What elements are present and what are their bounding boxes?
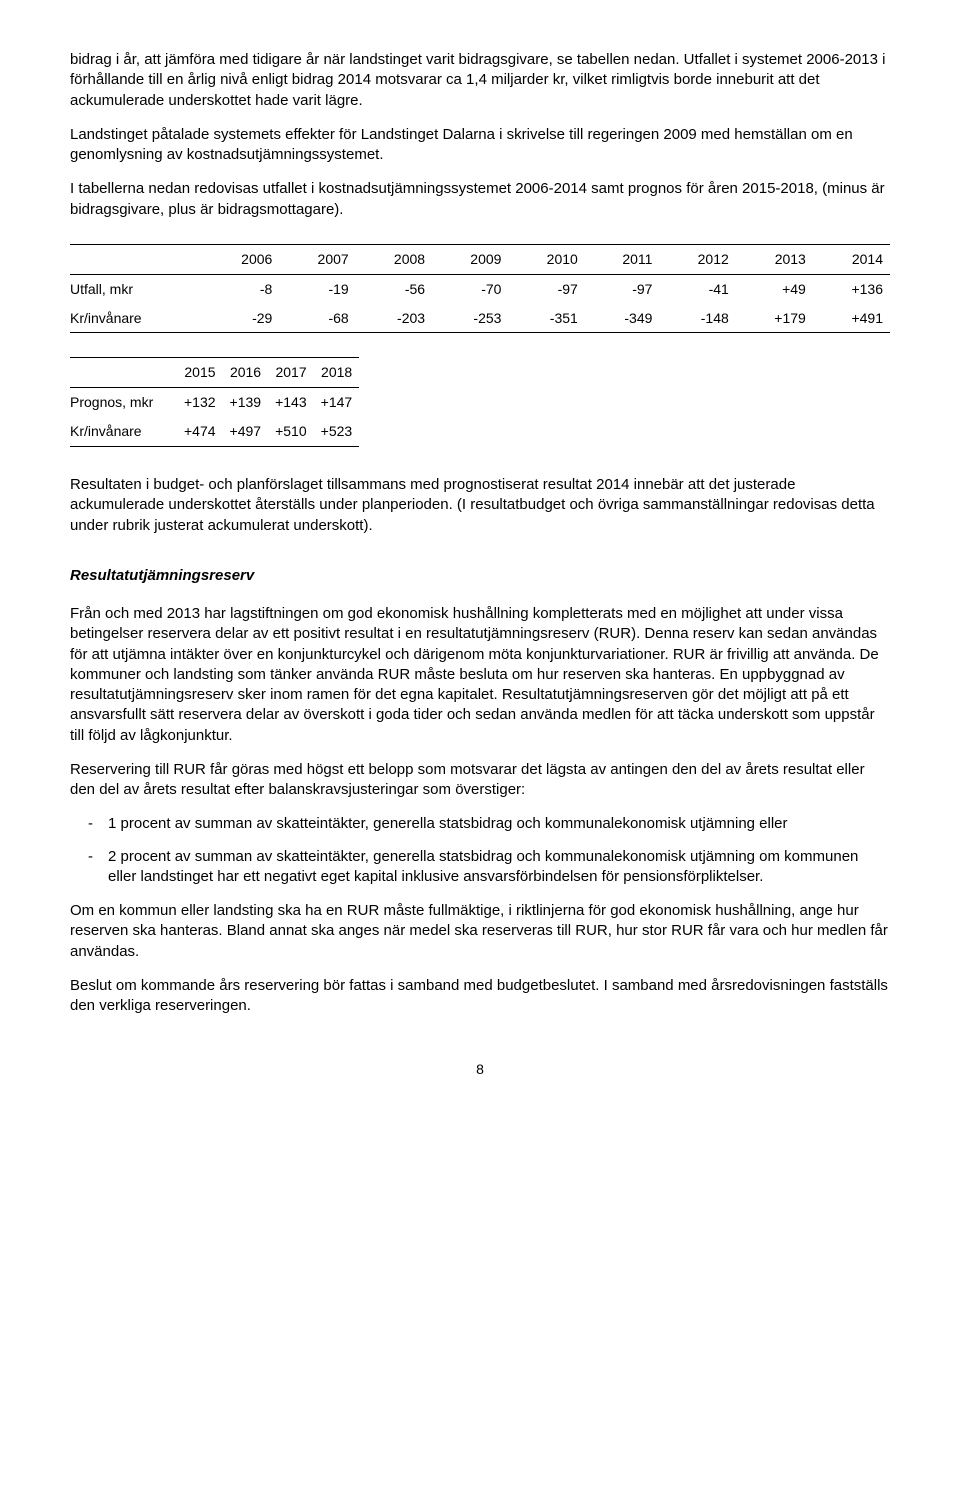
table-cell: -56 [356,274,432,303]
table-cell: -349 [585,304,660,333]
table-cell: -19 [279,274,355,303]
table-cell: +143 [268,388,314,417]
table-utfall: 2006 2007 2008 2009 2010 2011 2012 2013 … [70,244,890,334]
table-row: Utfall, mkr -8 -19 -56 -70 -97 -97 -41 +… [70,274,890,303]
table-cell: -68 [279,304,355,333]
table-cell: -148 [659,304,735,333]
paragraph: Landstinget påtalade systemets effekter … [70,125,890,166]
paragraph: Beslut om kommande års reservering bör f… [70,976,890,1017]
table-cell: -70 [432,274,508,303]
paragraph: Resultaten i budget- och planförslaget t… [70,475,890,536]
table-header: 2014 [813,244,890,274]
paragraph: bidrag i år, att jämföra med tidigare år… [70,50,890,111]
table-cell: -29 [203,304,279,333]
table-row: Prognos, mkr +132 +139 +143 +147 [70,388,359,417]
table-header: 2012 [659,244,735,274]
table-cell: Kr/invånare [70,304,203,333]
paragraph: I tabellerna nedan redovisas utfallet i … [70,179,890,220]
table-cell: +510 [268,417,314,446]
table-cell: +474 [177,417,223,446]
table-header-row: 2006 2007 2008 2009 2010 2011 2012 2013 … [70,244,890,274]
table-cell: -41 [659,274,735,303]
table-cell: +523 [314,417,360,446]
table-row: Kr/invånare -29 -68 -203 -253 -351 -349 … [70,304,890,333]
table-header: 2013 [736,244,813,274]
section-heading: Resultatutjämningsreserv [70,566,890,586]
table-header: 2011 [585,244,660,274]
table-header: 2016 [223,358,269,388]
page-number: 8 [70,1060,890,1079]
table-cell: +147 [314,388,360,417]
table-cell: +179 [736,304,813,333]
table-header [70,358,177,388]
table-header: 2009 [432,244,508,274]
table-cell: +136 [813,274,890,303]
table-cell: +132 [177,388,223,417]
table-prognos: 2015 2016 2017 2018 Prognos, mkr +132 +1… [70,357,359,447]
table-cell: +139 [223,388,269,417]
table-cell: Prognos, mkr [70,388,177,417]
table-header: 2008 [356,244,432,274]
table-row: Kr/invånare +474 +497 +510 +523 [70,417,359,446]
table-cell: -253 [432,304,508,333]
table-cell: -351 [508,304,584,333]
table-header: 2015 [177,358,223,388]
table-header: 2007 [279,244,355,274]
paragraph: Om en kommun eller landsting ska ha en R… [70,901,890,962]
bullet-list: 1 procent av summan av skatteintäkter, g… [70,814,890,887]
table-cell: +491 [813,304,890,333]
table-cell: Utfall, mkr [70,274,203,303]
table-header: 2018 [314,358,360,388]
table-header: 2017 [268,358,314,388]
table-cell: Kr/invånare [70,417,177,446]
table-cell: +49 [736,274,813,303]
table-header-row: 2015 2016 2017 2018 [70,358,359,388]
paragraph: Från och med 2013 har lagstiftningen om … [70,604,890,746]
table-header: 2010 [508,244,584,274]
table-cell: -8 [203,274,279,303]
table-cell: +497 [223,417,269,446]
list-item: 2 procent av summan av skatteintäkter, g… [70,847,890,888]
table-cell: -203 [356,304,432,333]
paragraph: Reservering till RUR får göras med högst… [70,760,890,801]
table-cell: -97 [585,274,660,303]
list-item: 1 procent av summan av skatteintäkter, g… [70,814,890,834]
table-cell: -97 [508,274,584,303]
table-header [70,244,203,274]
table-header: 2006 [203,244,279,274]
